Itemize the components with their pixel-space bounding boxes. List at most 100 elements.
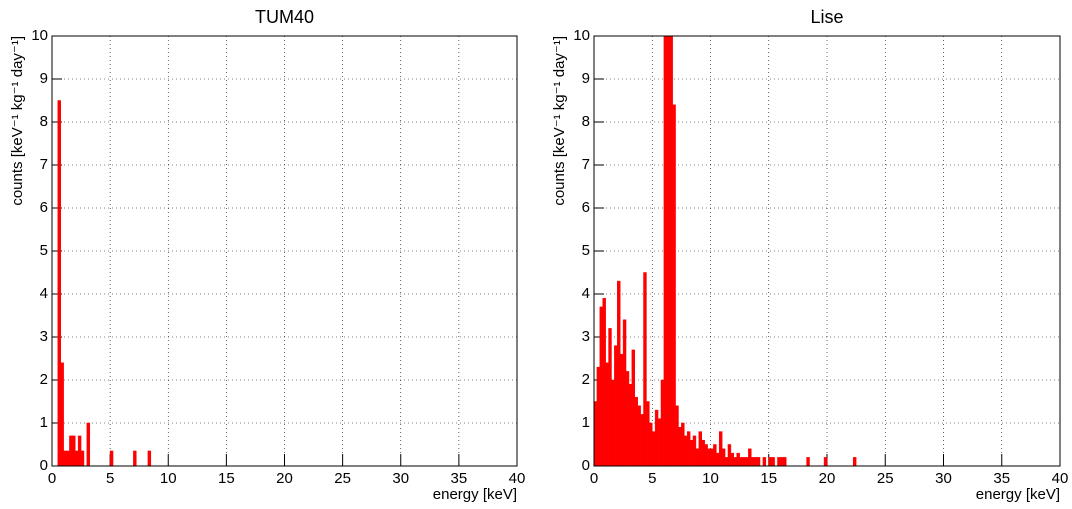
bar: [631, 349, 636, 466]
x-tick-label: 15: [218, 470, 235, 487]
y-tick-label: 2: [582, 371, 590, 388]
bar: [762, 457, 767, 466]
bar: [72, 435, 76, 466]
chart-title: Lise: [810, 7, 843, 27]
bar: [109, 450, 114, 466]
bar: [634, 396, 638, 466]
y-tick-label: 7: [582, 156, 590, 173]
x-tick-label: 10: [702, 470, 719, 487]
bar: [681, 422, 685, 466]
bars: [57, 100, 152, 466]
y-axis-label: counts [keV⁻¹ kg⁻¹ day⁻¹]: [9, 36, 26, 206]
bar: [806, 457, 810, 466]
bar: [622, 319, 627, 466]
x-tick-label: 40: [509, 470, 526, 487]
bar: [704, 444, 708, 466]
chart-title: TUM40: [255, 7, 314, 27]
y-tick-label: 6: [40, 199, 48, 216]
y-tick-label: 8: [40, 113, 48, 130]
bar: [86, 422, 91, 466]
x-axis-label: energy [keV]: [433, 486, 517, 503]
bar: [730, 452, 735, 466]
bar: [716, 452, 720, 466]
bar: [678, 427, 682, 466]
x-tick-label: 35: [451, 470, 468, 487]
bar: [672, 104, 676, 466]
y-tick-label: 0: [582, 457, 590, 474]
bar: [689, 439, 694, 466]
bar: [605, 362, 609, 466]
bar: [69, 435, 73, 466]
bar: [751, 457, 755, 466]
y-tick-label: 5: [40, 242, 48, 259]
bar: [60, 362, 64, 466]
x-tick-label: 10: [160, 470, 177, 487]
bar: [756, 457, 761, 466]
y-tick-label: 2: [40, 371, 48, 388]
x-tick-label: 0: [48, 470, 56, 487]
x-tick-label: 35: [993, 470, 1010, 487]
bar: [614, 345, 618, 466]
bar: [602, 298, 606, 466]
bar: [75, 450, 79, 466]
bar: [596, 366, 601, 466]
bar: [701, 439, 705, 466]
y-tick-label: 5: [582, 242, 590, 259]
bar: [666, 36, 670, 466]
bar: [654, 409, 659, 466]
bar: [80, 450, 85, 466]
frame: [51, 35, 518, 467]
bar: [742, 457, 746, 466]
x-tick-label: 15: [760, 470, 777, 487]
bar: [745, 457, 749, 466]
bar: [695, 448, 700, 466]
bar: [768, 457, 772, 466]
y-tick-label: 9: [40, 70, 48, 87]
bar: [692, 435, 697, 466]
bar: [698, 431, 703, 466]
bar: [727, 444, 732, 466]
bar: [733, 457, 737, 466]
x-tick-label: 40: [1052, 470, 1069, 487]
frame: [593, 35, 1061, 467]
bar: [63, 450, 67, 466]
y-tick-label: 10: [573, 27, 590, 44]
bar: [660, 379, 665, 466]
bar: [66, 450, 70, 466]
bar: [669, 36, 673, 466]
bar: [771, 457, 775, 466]
x-tick-label: 20: [276, 470, 293, 487]
y-tick-label: 4: [40, 285, 48, 302]
bar: [780, 457, 784, 466]
bar: [637, 405, 641, 466]
bar: [707, 448, 711, 466]
bar: [625, 371, 630, 466]
y-tick-label: 7: [40, 156, 48, 173]
y-tick-label: 3: [40, 328, 48, 345]
x-tick-label: 5: [648, 470, 656, 487]
bar: [684, 435, 688, 466]
bar: [713, 444, 717, 466]
bars: [594, 36, 857, 466]
bar: [611, 379, 615, 466]
y-tick-label: 9: [582, 70, 590, 87]
bar: [649, 422, 653, 466]
y-tick-label: 1: [582, 414, 590, 431]
x-tick-label: 25: [877, 470, 894, 487]
bar: [147, 450, 152, 466]
bar: [77, 435, 82, 466]
y-tick-label: 8: [582, 113, 590, 130]
x-tick-label: 25: [334, 470, 351, 487]
bar: [852, 457, 857, 466]
y-axis-label: counts [keV⁻¹ kg⁻¹ day⁻¹]: [551, 36, 568, 206]
bar: [783, 457, 787, 466]
bar: [657, 418, 662, 466]
bar: [619, 353, 624, 466]
x-tick-label: 0: [590, 470, 598, 487]
y-tick-label: 6: [582, 199, 590, 216]
bar: [652, 431, 656, 466]
bar: [739, 457, 743, 466]
bar: [599, 306, 603, 466]
bar: [710, 448, 714, 466]
